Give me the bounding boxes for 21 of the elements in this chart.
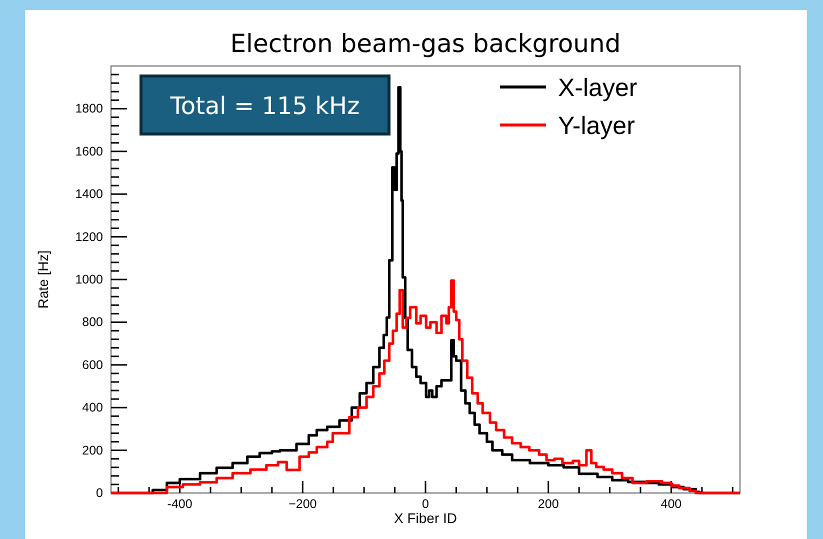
y-tick-label: 800 (82, 315, 104, 330)
x-tick-label: 400 (660, 497, 682, 511)
y-tick-label: 200 (82, 443, 104, 458)
legend-label: X-layer (558, 74, 638, 102)
y-tick-label: 600 (82, 358, 104, 372)
y-tick-label: 1400 (75, 187, 104, 202)
annotation: Total = 115 kHz (169, 92, 360, 120)
y-axis-title: Rate [Hz] (35, 250, 51, 309)
y-tick-label: 1000 (75, 272, 104, 286)
x-tick-label: 200 (538, 497, 559, 511)
y-tick-label: 1600 (75, 144, 104, 158)
y-tick-label: 400 (82, 400, 104, 415)
y-tick-label: 1800 (75, 102, 104, 116)
x-axis-title: X Fiber ID (394, 510, 458, 526)
x-tick-label: −200 (288, 497, 317, 511)
legend-label: Y-layer (558, 112, 635, 140)
y-tick-label: 1200 (75, 230, 104, 244)
x-tick-label: -400 (167, 497, 192, 511)
chart-title: Electron beam-gas background (230, 29, 621, 58)
y-tick-label: 0 (96, 486, 104, 500)
x-tick-label: 0 (422, 497, 430, 511)
